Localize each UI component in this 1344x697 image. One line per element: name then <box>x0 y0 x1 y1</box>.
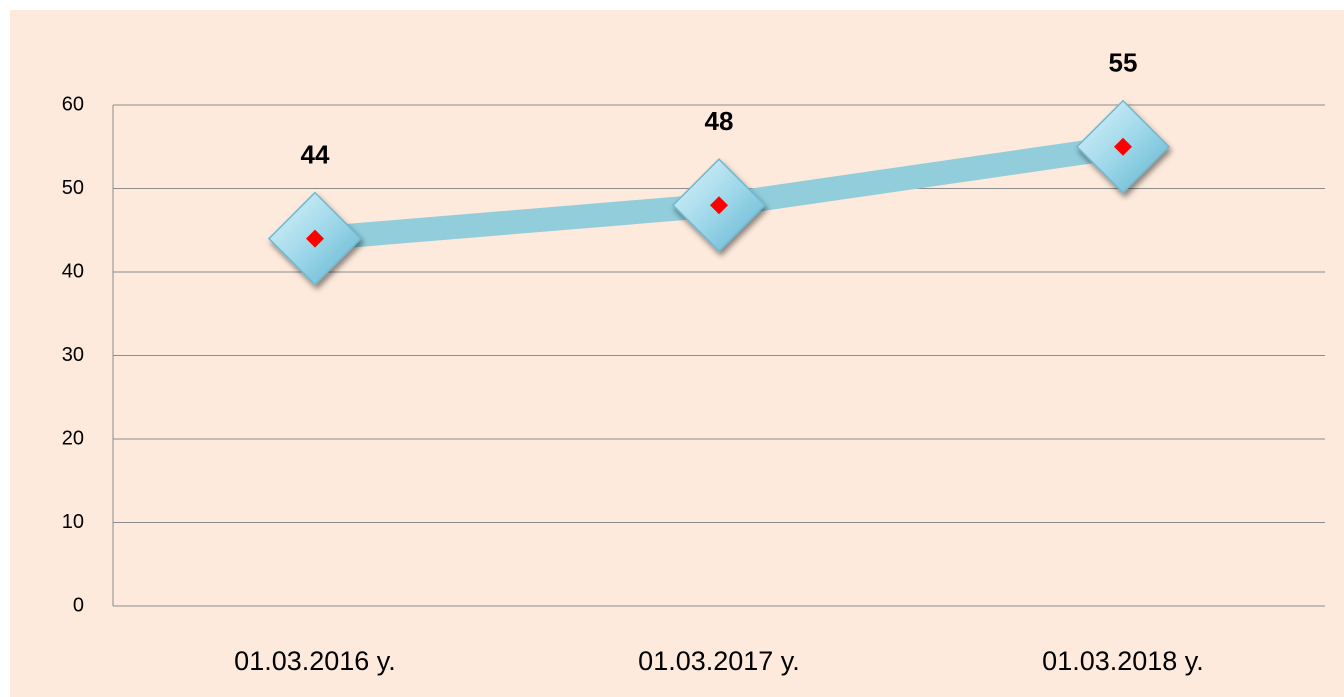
y-tick-label: 20 <box>62 427 84 449</box>
y-tick-label: 30 <box>62 344 84 366</box>
marker-core <box>1114 137 1132 156</box>
x-tick-label: 01.03.2018 y. <box>1042 646 1204 676</box>
y-tick-label: 10 <box>62 511 84 533</box>
y-tick-label: 50 <box>62 177 84 199</box>
marker <box>671 158 767 253</box>
data-label: 55 <box>1109 48 1138 78</box>
chart-background <box>10 10 1344 697</box>
marker <box>1075 99 1171 194</box>
marker-core <box>306 229 324 248</box>
marker-core <box>710 196 728 215</box>
data-label: 44 <box>301 139 330 169</box>
marker <box>267 191 363 286</box>
y-tick-label: 0 <box>73 594 84 616</box>
y-tick-label: 60 <box>62 93 84 115</box>
y-tick-label: 40 <box>62 260 84 282</box>
x-tick-label: 01.03.2017 y. <box>638 646 800 676</box>
data-label: 48 <box>705 106 734 136</box>
x-tick-label: 01.03.2016 y. <box>234 646 396 676</box>
